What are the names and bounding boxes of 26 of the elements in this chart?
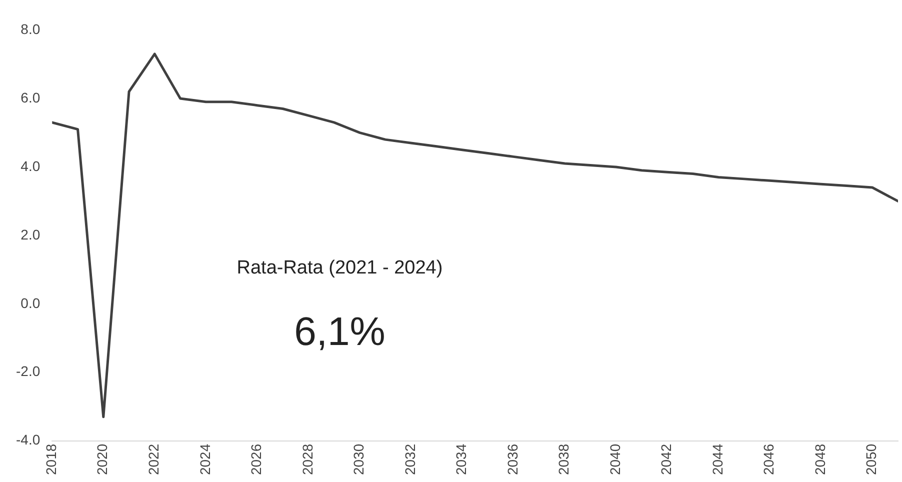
y-tick-label: -4.0 [16, 432, 40, 448]
x-tick-label: 2036 [504, 444, 520, 476]
x-tick-label: 2020 [94, 444, 110, 476]
y-tick-label: 2.0 [20, 226, 40, 242]
x-tick-label: 2046 [760, 444, 777, 476]
x-tick-label: 2044 [709, 444, 726, 476]
x-tick-label: 2034 [453, 444, 470, 476]
annotation: 6,1% [294, 310, 386, 354]
x-tick-label: 2030 [350, 444, 367, 476]
x-tick-label: 2050 [863, 444, 880, 476]
annotation: Rata-Rata (2021 - 2024) [236, 258, 443, 279]
x-tick-label: 2032 [402, 444, 418, 476]
y-tick-label: 6.0 [20, 89, 40, 106]
x-tick-label: 2026 [248, 444, 264, 476]
y-tick-label: 0.0 [20, 294, 40, 311]
x-tick-label: 2022 [146, 444, 162, 476]
x-tick-label: 2038 [556, 444, 572, 476]
y-tick-label: -2.0 [16, 363, 40, 380]
x-tick-label: 2018 [42, 444, 59, 476]
x-tick-label: 2024 [196, 444, 213, 476]
x-tick-label: 2042 [658, 444, 674, 476]
y-tick-label: 8.0 [20, 20, 40, 37]
x-tick-label: 2048 [812, 444, 828, 476]
x-tick-label: 2028 [299, 444, 316, 476]
x-tick-label: 2040 [606, 444, 623, 476]
y-tick-label: 4.0 [20, 158, 40, 174]
